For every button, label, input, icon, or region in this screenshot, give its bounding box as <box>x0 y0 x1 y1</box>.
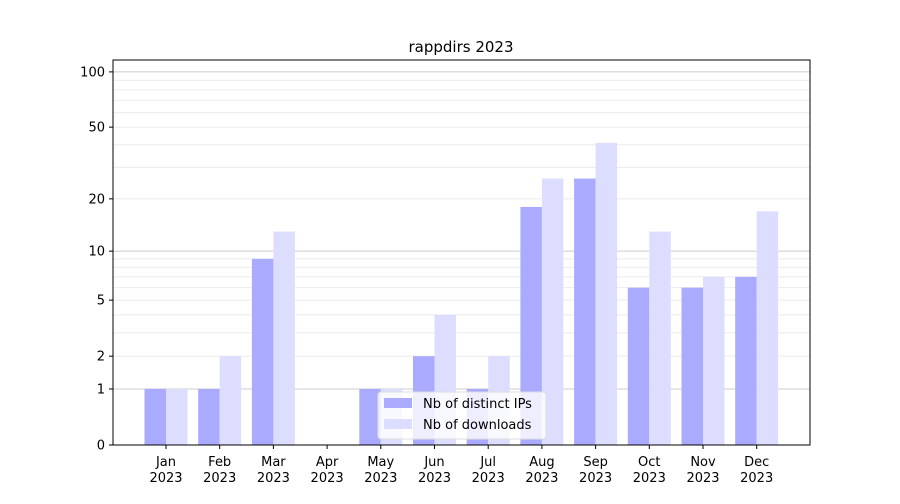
bar-downloads <box>273 231 295 445</box>
x-tick-label: Feb 2023 <box>203 455 236 486</box>
legend: Nb of distinct IPs Nb of downloads <box>377 391 547 440</box>
bar-ips <box>574 178 596 446</box>
y-tick-label: 5 <box>97 294 105 309</box>
x-tick-label: Oct 2023 <box>633 455 666 486</box>
x-tick-label: Nov 2023 <box>686 455 719 486</box>
legend-swatch <box>384 419 412 429</box>
legend-label: Nb of distinct IPs <box>423 397 532 412</box>
legend-swatch <box>384 398 412 408</box>
legend-box <box>377 391 547 440</box>
bar-ips <box>144 388 166 445</box>
bar-ips <box>198 388 220 445</box>
y-tick-label: 50 <box>88 121 105 136</box>
bar-ips <box>735 276 757 445</box>
x-tick-label: Dec 2023 <box>740 455 773 486</box>
x-tick-label: Aug 2023 <box>525 455 558 486</box>
legend-label: Nb of downloads <box>423 418 532 433</box>
x-tick-label: Jun 2023 <box>418 455 451 486</box>
bar-downloads <box>541 178 564 446</box>
bar-downloads <box>219 356 242 445</box>
bar-downloads <box>649 231 671 445</box>
y-tick-label: 1 <box>97 382 105 397</box>
x-tick-label: Mar 2023 <box>257 455 290 486</box>
y-tick-label: 100 <box>80 65 105 80</box>
x-tick-label: Jul 2023 <box>472 455 505 486</box>
bar-ips <box>520 206 542 445</box>
bar-downloads <box>166 388 188 445</box>
bar-downloads <box>595 142 618 446</box>
y-tick-label: 2 <box>97 350 105 365</box>
bar-ips <box>359 388 381 445</box>
x-tick-label: Jan 2023 <box>149 455 182 486</box>
bar-ips <box>681 287 703 445</box>
plot-frame <box>112 59 811 446</box>
y-tick-label: 10 <box>88 245 105 260</box>
bar-downloads <box>703 276 725 445</box>
x-tick-label: Apr 2023 <box>311 455 344 486</box>
bar-ips <box>251 258 274 445</box>
y-tick-label: 0 <box>97 439 105 454</box>
x-tick-label: Sep 2023 <box>579 455 612 486</box>
y-tick-label: 20 <box>88 192 105 207</box>
bar-ips <box>627 287 650 445</box>
chart-title: rappdirs 2023 <box>408 38 513 56</box>
bar-downloads <box>756 211 779 445</box>
x-tick-label: May 2023 <box>364 455 397 486</box>
